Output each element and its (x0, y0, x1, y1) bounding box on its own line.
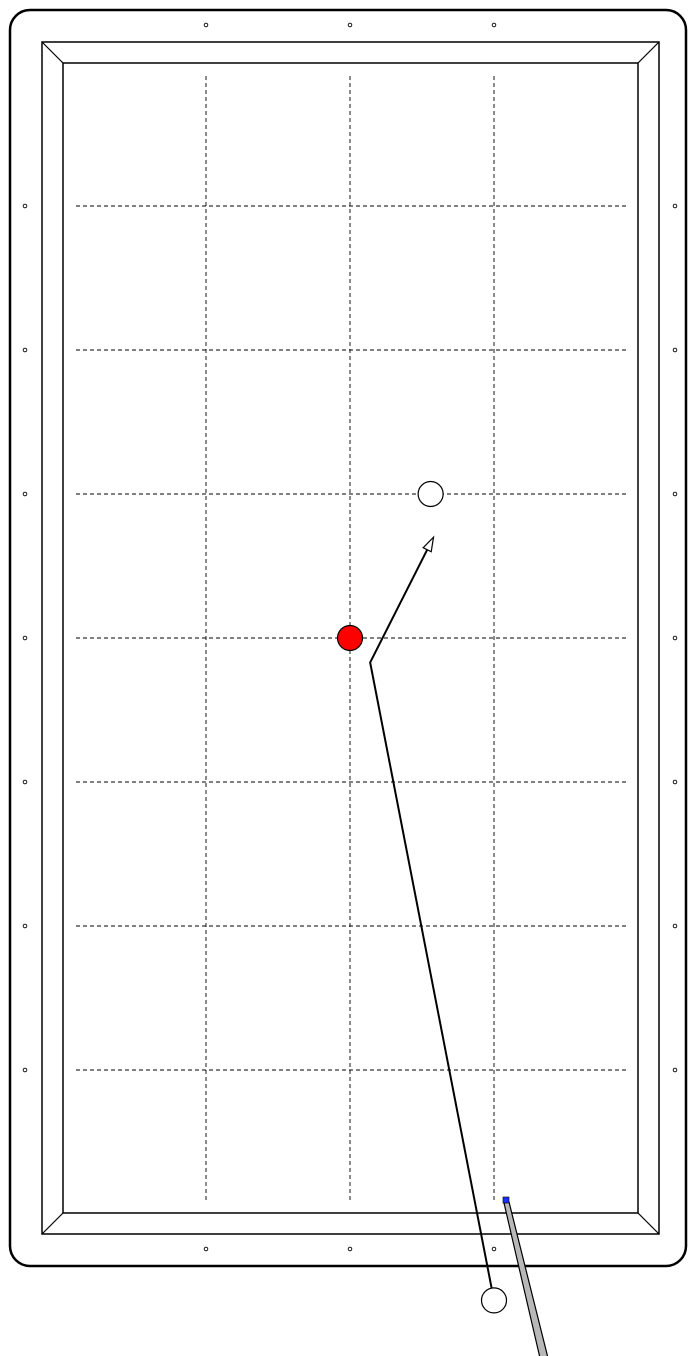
cue-stick (502, 1196, 549, 1356)
rail-diamond-bottom (203, 1246, 209, 1252)
rail-diamond-right (672, 491, 678, 497)
rail-diamond-left (22, 1067, 28, 1073)
rail-diamond-left (22, 779, 28, 785)
rail-diamond-right (672, 1067, 678, 1073)
rail-diamond-right (672, 347, 678, 353)
rail-diamond-left (22, 203, 28, 209)
rail-diamond-top (203, 22, 209, 28)
shot-path-line (369, 549, 495, 1301)
shot-path-arrowhead (422, 535, 435, 553)
rail-diamond-bottom (347, 1246, 353, 1252)
corner-miter-top-left (41, 41, 64, 64)
diamonds-layer (22, 22, 678, 1252)
corner-miter-bottom-right (637, 1212, 660, 1235)
rail-diamond-left (22, 923, 28, 929)
rail-diamond-bottom (491, 1246, 497, 1252)
playing-surface-rect (62, 62, 639, 1214)
rail-diamond-left (22, 347, 28, 353)
cue-ball (480, 1287, 508, 1314)
cushion-outer-rect (41, 41, 660, 1235)
balls-layer (336, 480, 508, 1314)
rail-diamond-left (22, 635, 28, 641)
corner-miter-top-right (637, 41, 660, 64)
rail-diamond-top (491, 22, 497, 28)
cue-tip (502, 1196, 510, 1204)
rail-diamond-left (22, 491, 28, 497)
shot-path-layer (369, 535, 495, 1301)
rail-diamond-top (347, 22, 353, 28)
rail-diamond-right (672, 203, 678, 209)
rail-diamond-right (672, 779, 678, 785)
rail-diamond-right (672, 635, 678, 641)
white-ball-target (417, 480, 444, 508)
rail-diamond-right (672, 923, 678, 929)
red-ball (336, 624, 364, 652)
corner-miter-bottom-left (41, 1212, 64, 1235)
